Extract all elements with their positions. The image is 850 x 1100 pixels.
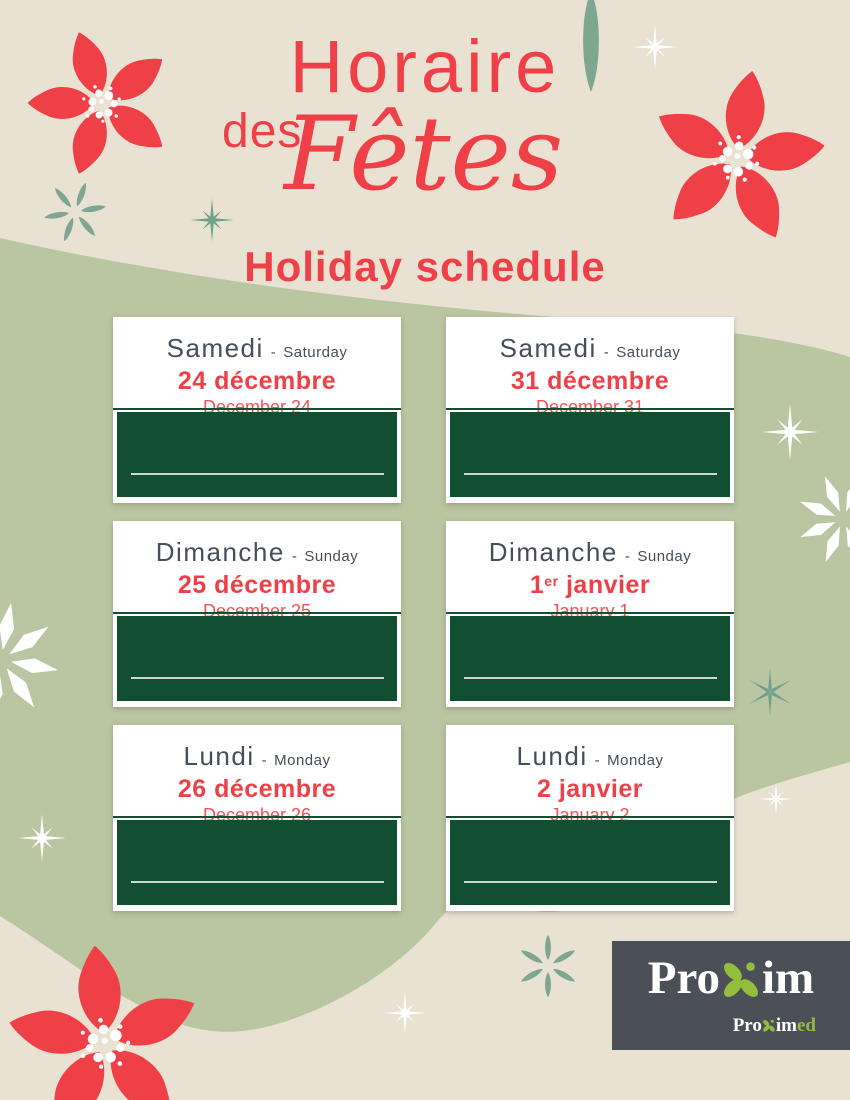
date-fr: 2 janvier <box>446 777 734 802</box>
holiday-card: Samedi - Saturday 31 décembre December 3… <box>446 317 734 503</box>
date-fr-text: 25 décembre <box>177 571 337 599</box>
date-en: December 24 <box>202 397 312 417</box>
day-name-en: Saturday <box>616 344 681 361</box>
date-fr-text: 24 décembre <box>177 367 337 395</box>
proxim-wordmark: Pro im <box>612 955 850 1010</box>
day-name-en: Saturday <box>283 344 348 361</box>
day-separator: - <box>261 752 268 769</box>
day-row: Lundi - Monday <box>113 725 401 772</box>
day-name-fr: Samedi <box>499 333 597 363</box>
hours-write-line <box>464 473 717 475</box>
hours-box <box>450 412 730 497</box>
tagline-im-text: im <box>775 1015 797 1036</box>
proxim-logo: Pro im Pro imed <box>612 941 850 1050</box>
day-row: Lundi - Monday <box>446 725 734 772</box>
logo-im-text: im <box>762 952 815 1004</box>
card-divider <box>446 816 734 818</box>
tagline-pro-text: Pro <box>732 1015 762 1036</box>
hours-write-line <box>131 677 384 679</box>
title-fr-line1: Horaire <box>289 25 561 108</box>
day-name-en: Monday <box>274 752 331 769</box>
proximed-x-flower-icon <box>762 1018 776 1037</box>
date-fr: 1er janvier <box>446 573 734 598</box>
date-fr-rest: janvier <box>558 571 651 599</box>
day-row: Samedi - Saturday <box>113 317 401 364</box>
holiday-card: Lundi - Monday 2 janvier January 2 <box>446 725 734 911</box>
card-divider <box>113 612 401 614</box>
hours-box <box>450 616 730 701</box>
logo-pro-text: Pro <box>647 952 720 1004</box>
day-name-fr: Dimanche <box>488 537 618 567</box>
date-fr: 26 décembre <box>113 777 401 802</box>
date-fr-text: 31 décembre <box>510 367 670 395</box>
date-en: January 1 <box>550 601 630 621</box>
card-divider <box>446 612 734 614</box>
date-fr: 31 décembre <box>446 369 734 394</box>
title-en-subtitle: Holiday schedule <box>244 243 606 290</box>
title-fr-line2: des <box>222 105 303 158</box>
date-fr: 25 décembre <box>113 573 401 598</box>
date-en: January 2 <box>550 805 630 825</box>
day-name-fr: Dimanche <box>155 537 285 567</box>
card-divider <box>113 408 401 410</box>
leaf-flower-icon <box>583 0 599 92</box>
day-separator: - <box>603 344 610 361</box>
hours-write-line <box>131 881 384 883</box>
date-en: December 26 <box>202 805 312 825</box>
date-fr-text: 1 <box>529 571 545 599</box>
holiday-card: Samedi - Saturday 24 décembre December 2… <box>113 317 401 503</box>
tagline-ed-text: ed <box>797 1015 816 1036</box>
hours-write-line <box>464 881 717 883</box>
holiday-card: Lundi - Monday 26 décembre December 26 <box>113 725 401 911</box>
hours-box <box>450 820 730 905</box>
day-separator: - <box>624 548 631 565</box>
day-name-fr: Samedi <box>166 333 264 363</box>
date-en: December 25 <box>202 601 312 621</box>
holiday-card: Dimanche - Sunday 1er janvier January 1 <box>446 521 734 707</box>
card-divider <box>113 816 401 818</box>
day-row: Dimanche - Sunday <box>113 521 401 568</box>
hours-write-line <box>464 677 717 679</box>
date-en: December 31 <box>535 397 645 417</box>
hours-box <box>117 820 397 905</box>
proxim-x-flower-icon <box>721 957 761 1010</box>
hours-box <box>117 412 397 497</box>
holiday-card: Dimanche - Sunday 25 décembre December 2… <box>113 521 401 707</box>
day-row: Dimanche - Sunday <box>446 521 734 568</box>
day-separator: - <box>270 344 277 361</box>
title-fr-line3: Fêtes <box>284 95 564 214</box>
card-divider <box>446 408 734 410</box>
day-name-fr: Lundi <box>516 741 588 771</box>
hours-box <box>117 616 397 701</box>
date-fr-text: 26 décembre <box>177 775 337 803</box>
day-name-en: Monday <box>607 752 664 769</box>
hours-write-line <box>131 473 384 475</box>
proximed-tagline: Pro imed <box>733 1016 816 1037</box>
day-separator: - <box>594 752 601 769</box>
date-fr-ordinal: er <box>544 573 559 589</box>
date-fr: 24 décembre <box>113 369 401 394</box>
date-fr-text: 2 janvier <box>537 775 643 803</box>
day-separator: - <box>291 548 298 565</box>
day-name-en: Sunday <box>637 548 692 565</box>
day-name-en: Sunday <box>304 548 359 565</box>
day-row: Samedi - Saturday <box>446 317 734 364</box>
day-name-fr: Lundi <box>183 741 255 771</box>
